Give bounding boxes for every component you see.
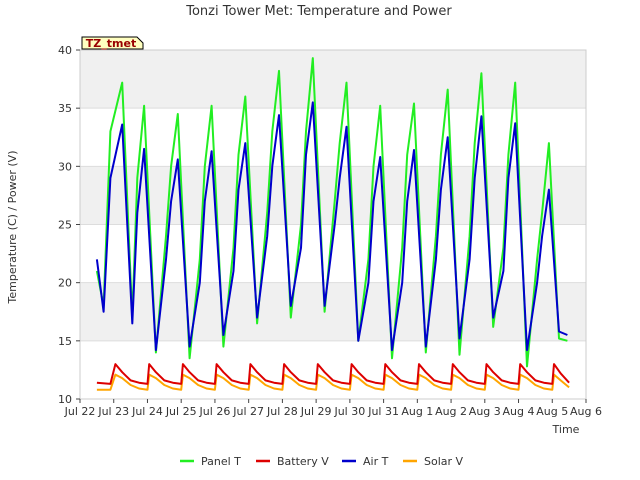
y-axis-label: Temperature (C) / Power (V): [6, 150, 19, 304]
legend-label-battery-v: Battery V: [277, 455, 329, 468]
series-line-air-t: [95, 101, 568, 352]
x-tick-label: Aug 1: [401, 405, 433, 418]
legend-label-solar-v: Solar V: [424, 455, 464, 468]
x-tick-label: Jul 26: [199, 405, 231, 418]
x-axis-ticks: Jul 22 Jul 23 Jul 24 Jul 25 Jul 26 Jul 27 Jul …: [64, 399, 602, 418]
background-band: [80, 340, 586, 399]
y-tick-label: 15: [58, 335, 72, 348]
x-tick-label: Aug 4: [503, 405, 535, 418]
series-lines: [95, 57, 570, 391]
x-tick-label: Jul 30: [333, 405, 365, 418]
plot-background-bands: [80, 50, 586, 399]
y-tick-label: 30: [58, 160, 72, 173]
x-tick-label: Aug 2: [435, 405, 467, 418]
x-tick-label: Aug 5: [536, 405, 568, 418]
y-tick-label: 20: [58, 277, 72, 290]
x-tick-label: Jul 29: [300, 405, 332, 418]
x-axis-label: Time: [552, 423, 580, 436]
legend: Panel T Battery V Air T Solar V: [180, 455, 464, 468]
legend-label-air-t: Air T: [363, 455, 389, 468]
x-tick-label: Jul 25: [165, 405, 197, 418]
x-tick-label: Aug 3: [469, 405, 501, 418]
chart-title: Tonzi Tower Met: Temperature and Power: [185, 4, 452, 19]
x-tick-label: Jul 27: [232, 405, 264, 418]
x-tick-label: Aug 6: [570, 405, 602, 418]
y-tick-label: 10: [58, 393, 72, 406]
site-badge-label: TZ_tmet: [86, 37, 136, 50]
x-tick-label: Jul 23: [97, 405, 129, 418]
x-tick-label: Jul 24: [131, 405, 163, 418]
x-tick-label: Jul 22: [64, 405, 96, 418]
series-line-battery-v: [96, 363, 570, 385]
x-tick-label: Jul 28: [266, 405, 298, 418]
site-badge: TZ_tmet: [81, 36, 144, 50]
y-tick-label: 25: [58, 219, 72, 232]
x-tick-label: Jul 31: [367, 405, 399, 418]
legend-label-panel-t: Panel T: [201, 455, 241, 468]
y-tick-label: 40: [58, 44, 72, 57]
background-band: [80, 282, 586, 341]
background-band: [80, 50, 586, 109]
y-tick-label: 35: [58, 102, 72, 115]
background-band: [80, 108, 586, 167]
y-axis-ticks: 10 15 20 25 30 35 40: [58, 44, 80, 406]
